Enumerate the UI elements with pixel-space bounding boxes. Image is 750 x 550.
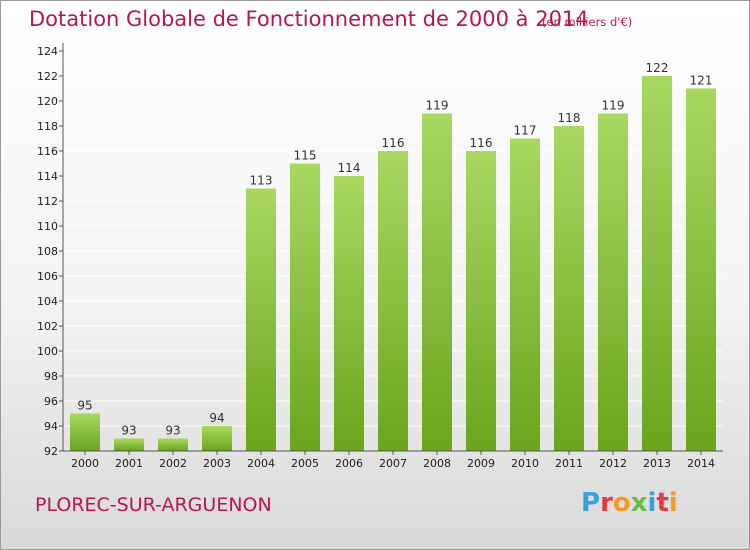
x-tick-label: 2009	[467, 457, 495, 470]
x-tick-label: 2007	[379, 457, 407, 470]
y-tick-label: 100	[37, 345, 58, 358]
x-tick-label: 2005	[291, 457, 319, 470]
data-label: 93	[165, 424, 180, 438]
y-tick-label: 96	[44, 395, 58, 408]
proxiti-logo[interactable]: Proxiti	[581, 488, 678, 518]
logo-letter: t	[656, 488, 669, 518]
data-label: 113	[250, 174, 273, 188]
y-tick-label: 110	[37, 220, 58, 233]
logo-letter: r	[600, 488, 613, 518]
data-label: 117	[514, 124, 537, 138]
data-label: 118	[558, 111, 581, 125]
y-tick-label: 92	[44, 445, 58, 458]
bar	[554, 126, 584, 451]
data-labels: 95 93 93 94 113 115 114 116 119 116 117 118 119 122 12…	[77, 61, 712, 438]
y-tick-label: 94	[44, 420, 58, 433]
bar	[598, 113, 628, 451]
data-label: 95	[77, 399, 92, 413]
data-label: 114	[338, 161, 361, 175]
data-label: 119	[602, 99, 625, 113]
bar	[422, 113, 452, 451]
x-tick-label: 2002	[159, 457, 187, 470]
bar	[378, 151, 408, 451]
x-tick-label: 2008	[423, 457, 451, 470]
y-tick-label: 116	[37, 145, 58, 158]
chart-title: Dotation Globale de Fonctionnement de 20…	[29, 7, 589, 31]
y-tick-label: 122	[37, 70, 58, 83]
data-label: 122	[646, 61, 669, 75]
data-label: 121	[690, 74, 713, 88]
y-tick-label: 102	[37, 320, 58, 333]
bars	[70, 76, 716, 451]
y-tick-label: 120	[37, 95, 58, 108]
x-tick-label: 2012	[599, 457, 627, 470]
logo-letter: i	[647, 488, 657, 518]
y-tick-label: 124	[37, 45, 58, 58]
y-tick-label: 104	[37, 295, 58, 308]
x-tick-label: 2000	[71, 457, 99, 470]
data-label: 116	[382, 136, 405, 150]
bar	[246, 188, 276, 451]
x-tick-label: 2004	[247, 457, 275, 470]
bar	[70, 413, 100, 451]
bar	[642, 76, 672, 451]
bar	[466, 151, 496, 451]
bar	[202, 426, 232, 451]
x-tick-label: 2001	[115, 457, 143, 470]
logo-letter: x	[630, 488, 648, 518]
bar	[114, 438, 144, 451]
data-label: 94	[209, 411, 224, 425]
data-label: 93	[121, 424, 136, 438]
bar	[510, 138, 540, 451]
y-tick-label: 108	[37, 245, 58, 258]
logo-letter: o	[612, 488, 631, 518]
x-tick-label: 2003	[203, 457, 231, 470]
bar	[686, 88, 716, 451]
x-tick-label: 2011	[555, 457, 583, 470]
x-tick-label: 2013	[643, 457, 671, 470]
data-label: 115	[294, 149, 317, 163]
axes: 92 94 96 98 100 102 104 106 108 110 112 114 116 118 12…	[37, 43, 723, 470]
chart-subtitle: (en milliers d'€)	[542, 15, 633, 29]
y-tick-label: 106	[37, 270, 58, 283]
x-tick-label: 2014	[687, 457, 715, 470]
x-tick-label: 2006	[335, 457, 363, 470]
commune-name: PLOREC-SUR-ARGUENON	[35, 494, 272, 516]
y-tick-label: 98	[44, 370, 58, 383]
y-tick-label: 112	[37, 195, 58, 208]
bar	[158, 438, 188, 451]
y-tick-label: 114	[37, 170, 58, 183]
logo-letter: P	[581, 488, 601, 518]
y-tick-label: 118	[37, 120, 58, 133]
data-label: 116	[470, 136, 493, 150]
bar	[290, 163, 320, 451]
bar	[334, 176, 364, 451]
logo-letter: i	[668, 488, 678, 518]
data-label: 119	[426, 99, 449, 113]
x-tick-label: 2010	[511, 457, 539, 470]
